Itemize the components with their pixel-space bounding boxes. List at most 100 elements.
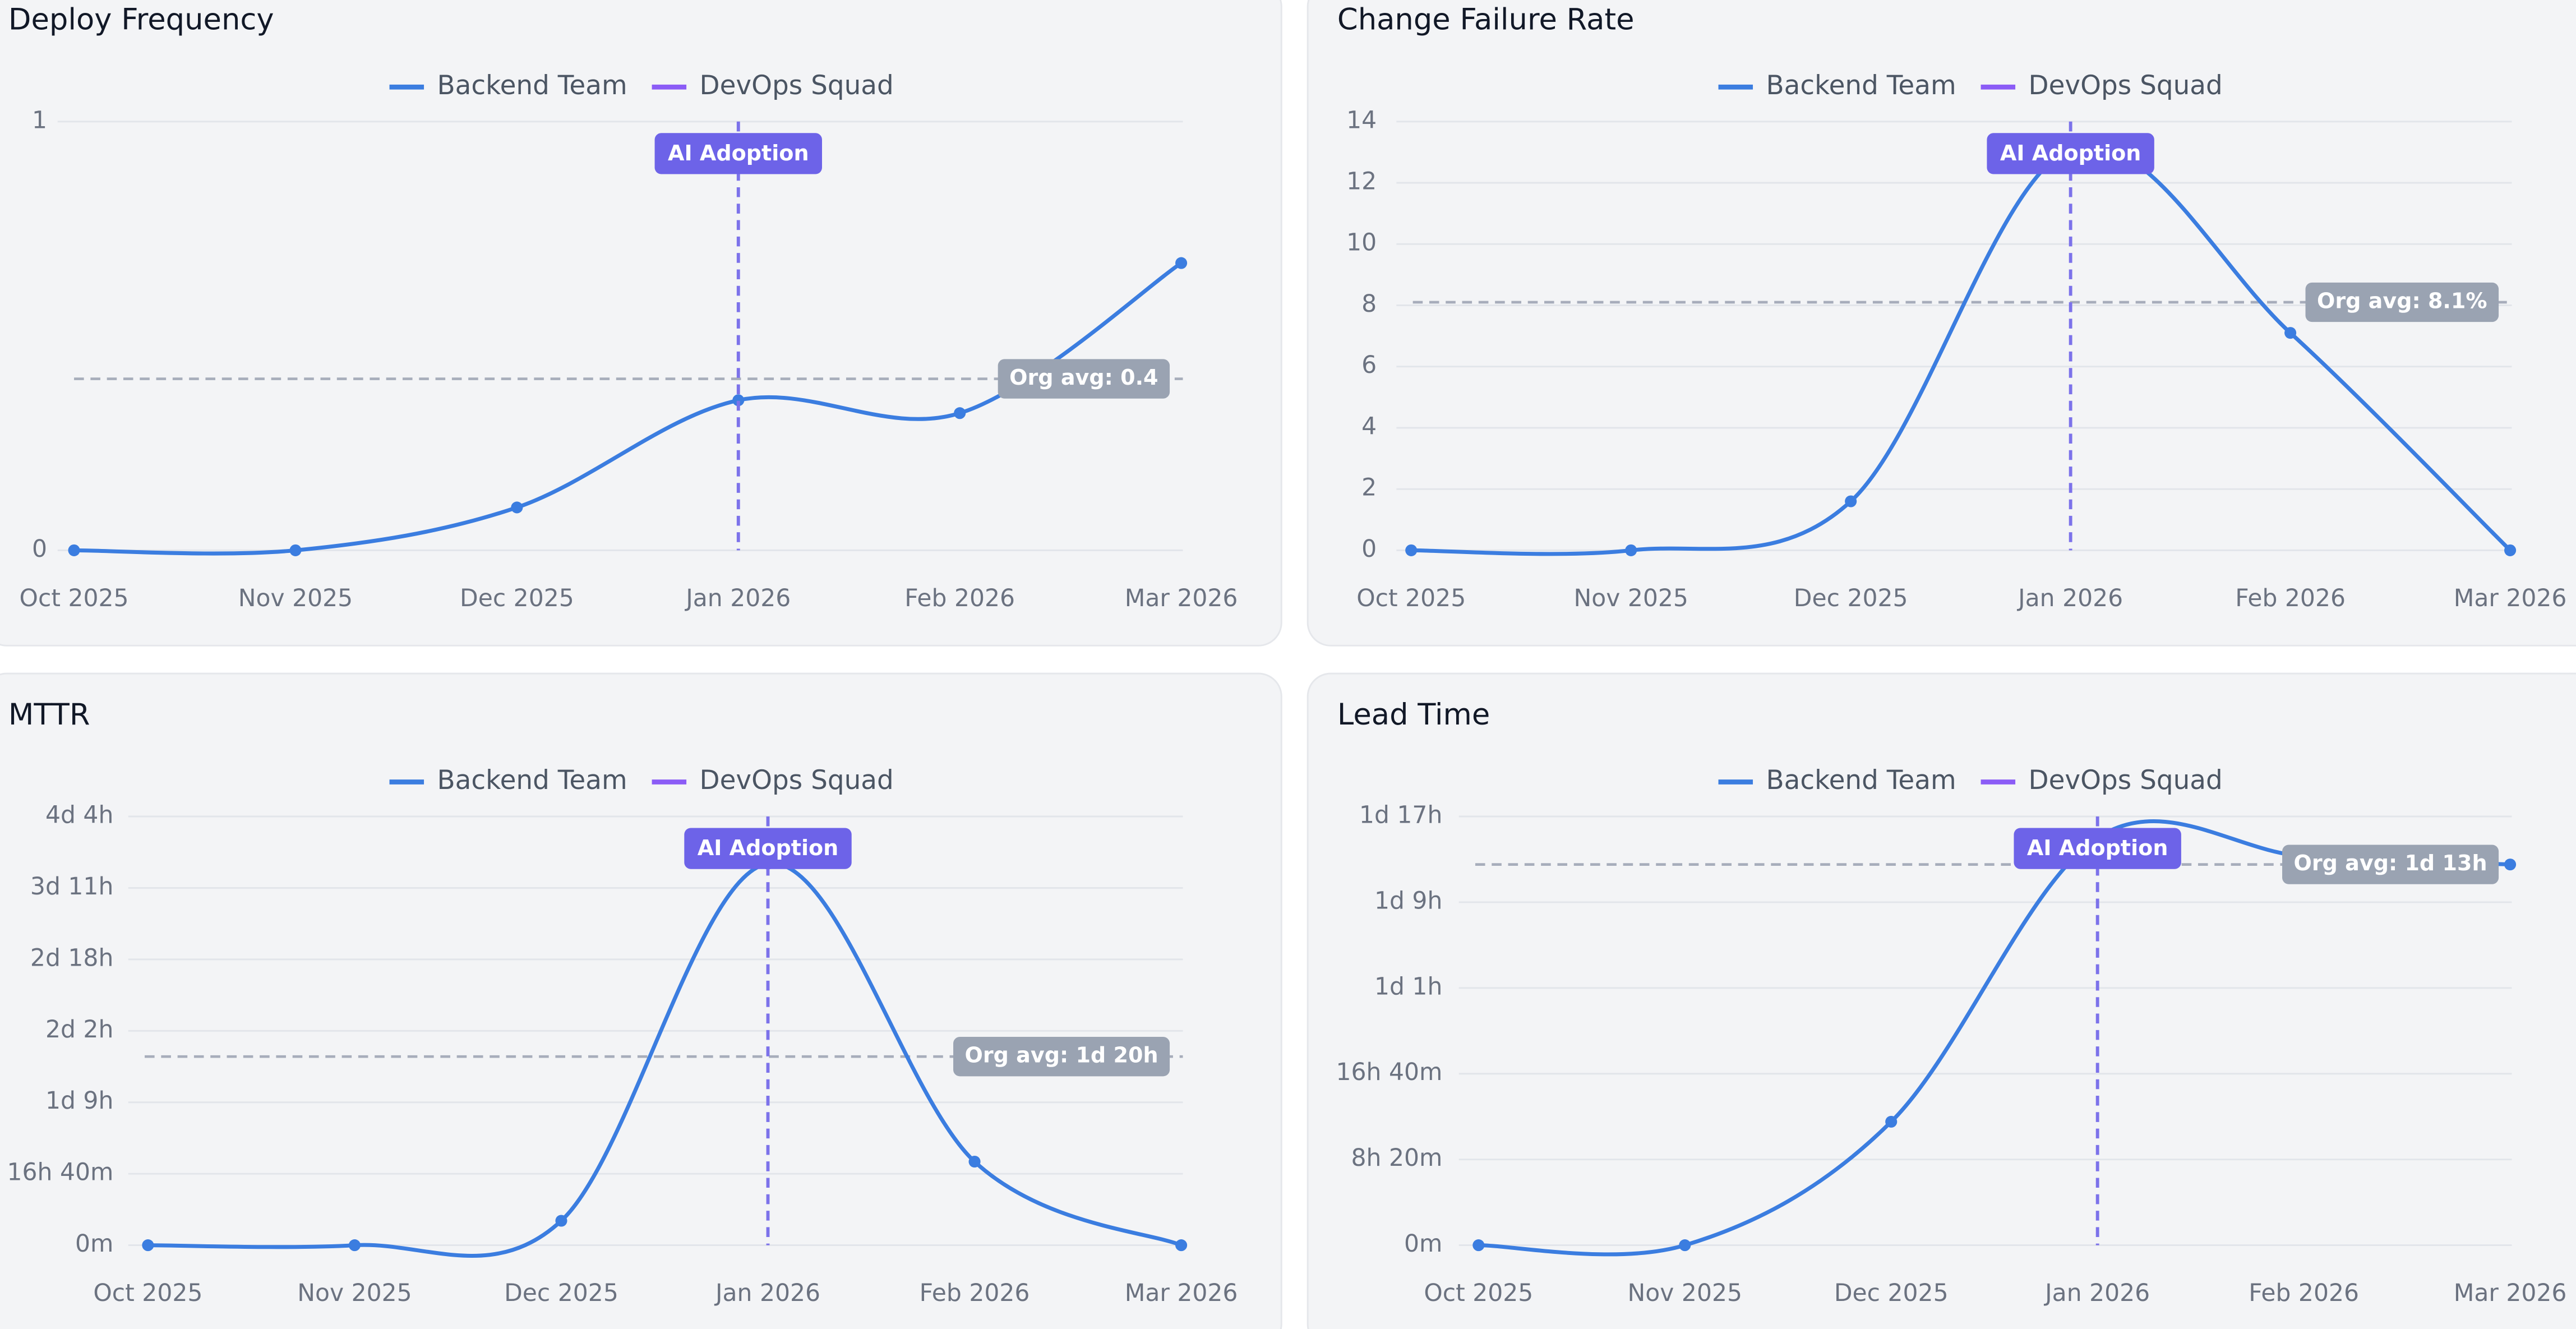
x-tick-label: Mar 2026 (1125, 585, 1238, 612)
y-tick-label: 1d 17h (1359, 801, 1442, 829)
panel (0, 0, 1282, 647)
ai-adoption-label: AI Adoption (698, 836, 839, 860)
data-point (1175, 1239, 1188, 1252)
ai-adoption-tag (684, 828, 852, 869)
org-avg-tag (2282, 845, 2499, 884)
chart-title: Lead Time (1337, 698, 1490, 732)
data-point (1845, 495, 1857, 507)
data-point (1175, 257, 1188, 269)
chart-title: Change Failure Rate (1337, 3, 1635, 37)
x-tick-label: Nov 2025 (238, 585, 353, 612)
ai-adoption-label: AI Adoption (2000, 141, 2141, 165)
org-avg-label: Org avg: 1d 20h (965, 1043, 1158, 1068)
org-avg-tag (998, 359, 1170, 399)
y-tick-label: 8h 20m (1351, 1145, 1443, 1172)
x-tick-label: Oct 2025 (20, 585, 129, 612)
x-tick-label: Nov 2025 (1573, 585, 1688, 612)
x-tick-label: Mar 2026 (2454, 1280, 2567, 1307)
data-point (1405, 544, 1418, 556)
data-point (1625, 544, 1637, 556)
x-tick-label: Dec 2025 (1834, 1280, 1949, 1307)
y-tick-label: 1d 9h (1374, 887, 1442, 915)
x-tick-label: Feb 2026 (2249, 1280, 2359, 1307)
y-tick-label: 10 (1346, 229, 1377, 257)
data-point (1679, 1239, 1691, 1252)
y-tick-label: 4d 4h (45, 801, 113, 829)
x-tick-label: Oct 2025 (1424, 1280, 1533, 1307)
ai-adoption-tag (1987, 133, 2154, 174)
x-tick-label: Feb 2026 (920, 1280, 1030, 1307)
legend-label: DevOps Squad (700, 765, 894, 796)
y-tick-label: 6 (1361, 352, 1377, 379)
data-point (968, 1155, 981, 1168)
legend-label: DevOps Squad (700, 70, 894, 101)
y-tick-label: 16h 40m (1336, 1059, 1443, 1086)
ai-adoption-tag (654, 133, 822, 174)
org-avg-label: Org avg: 0.4 (1009, 365, 1158, 390)
data-point (555, 1215, 567, 1227)
y-tick-label: 2d 2h (45, 1016, 113, 1044)
y-tick-label: 16h 40m (7, 1159, 114, 1187)
y-tick-label: 2d 18h (30, 944, 113, 972)
data-point (1885, 1115, 1898, 1128)
data-point (2504, 859, 2517, 871)
x-tick-label: Dec 2025 (1794, 585, 1908, 612)
y-tick-label: 0m (1404, 1230, 1442, 1258)
ai-adoption-label: AI Adoption (2027, 836, 2168, 860)
panel (0, 672, 1282, 1329)
y-tick-label: 0 (32, 536, 47, 563)
panel (1307, 672, 2576, 1329)
y-tick-label: 8 (1361, 290, 1377, 318)
panel (1307, 0, 2576, 647)
org-avg-label: Org avg: 1d 13h (2294, 851, 2487, 875)
data-point (954, 407, 966, 419)
chart-title: MTTR (8, 698, 90, 732)
x-tick-label: Jan 2026 (714, 1280, 820, 1307)
x-tick-label: Nov 2025 (297, 1280, 412, 1307)
x-tick-label: Feb 2026 (2235, 585, 2346, 612)
x-tick-label: Dec 2025 (504, 1280, 618, 1307)
x-tick-label: Oct 2025 (1356, 585, 1466, 612)
x-tick-label: Jan 2026 (2016, 585, 2123, 612)
x-tick-label: Mar 2026 (1125, 1280, 1238, 1307)
legend-label: Backend Team (437, 70, 627, 101)
x-tick-label: Nov 2025 (1628, 1280, 1742, 1307)
x-tick-label: Jan 2026 (684, 585, 791, 612)
legend-label: Backend Team (437, 765, 627, 796)
x-tick-label: Feb 2026 (904, 585, 1015, 612)
legend-label: Backend Team (1766, 765, 1956, 796)
y-tick-label: 12 (1346, 168, 1377, 196)
ai-adoption-label: AI Adoption (668, 141, 809, 165)
ai-adoption-tag (2014, 828, 2181, 869)
y-tick-label: 2 (1361, 474, 1377, 502)
y-tick-label: 1d 1h (1374, 973, 1442, 1000)
x-tick-label: Dec 2025 (460, 585, 574, 612)
org-avg-tag (953, 1037, 1170, 1077)
legend-label: DevOps Squad (2029, 765, 2223, 796)
data-point (142, 1239, 154, 1252)
data-point (511, 501, 523, 514)
chart-title: Deploy Frequency (8, 3, 274, 37)
y-tick-label: 1d 9h (45, 1087, 113, 1115)
legend-label: Backend Team (1766, 70, 1956, 101)
data-point (2504, 544, 2517, 556)
y-tick-label: 3d 11h (30, 873, 113, 901)
data-point (2284, 327, 2297, 339)
data-point (68, 544, 80, 556)
legend-label: DevOps Squad (2029, 70, 2223, 101)
x-tick-label: Mar 2026 (2454, 585, 2567, 612)
x-tick-label: Oct 2025 (93, 1280, 202, 1307)
org-avg-tag (2305, 282, 2499, 322)
data-point (289, 544, 302, 556)
y-tick-label: 1 (32, 107, 47, 134)
x-tick-label: Jan 2026 (2043, 1280, 2150, 1307)
data-point (348, 1239, 361, 1252)
data-point (1472, 1239, 1485, 1252)
y-tick-label: 4 (1361, 413, 1377, 440)
org-avg-label: Org avg: 8.1% (2317, 289, 2487, 313)
y-tick-label: 0m (75, 1230, 113, 1258)
data-point (732, 394, 745, 407)
y-tick-label: 0 (1361, 536, 1377, 563)
